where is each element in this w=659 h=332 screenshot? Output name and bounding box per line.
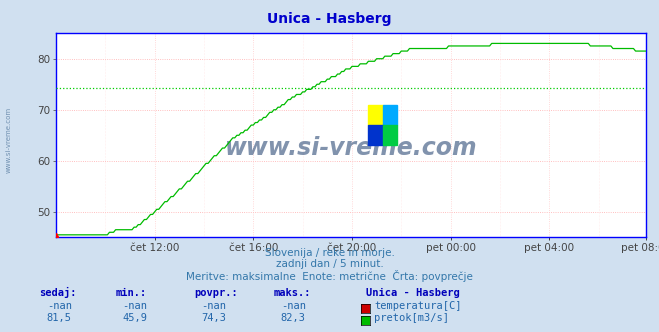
Text: 81,5: 81,5 — [47, 313, 72, 323]
Text: temperatura[C]: temperatura[C] — [374, 301, 462, 311]
Text: Unica - Hasberg: Unica - Hasberg — [268, 12, 391, 26]
Text: -nan: -nan — [123, 301, 148, 311]
Bar — [383, 105, 397, 125]
Text: -nan: -nan — [202, 301, 227, 311]
Text: zadnji dan / 5 minut.: zadnji dan / 5 minut. — [275, 259, 384, 269]
Text: www.si-vreme.com: www.si-vreme.com — [5, 106, 12, 173]
Text: 74,3: 74,3 — [202, 313, 227, 323]
Text: pretok[m3/s]: pretok[m3/s] — [374, 313, 449, 323]
Text: sedaj:: sedaj: — [40, 287, 77, 298]
Text: min.:: min.: — [115, 288, 146, 298]
Text: Meritve: maksimalne  Enote: metrične  Črta: povprečje: Meritve: maksimalne Enote: metrične Črta… — [186, 270, 473, 282]
Text: -nan: -nan — [281, 301, 306, 311]
Bar — [383, 125, 397, 145]
Text: Unica - Hasberg: Unica - Hasberg — [366, 288, 459, 298]
Text: -nan: -nan — [47, 301, 72, 311]
Text: Slovenija / reke in morje.: Slovenija / reke in morje. — [264, 248, 395, 258]
Text: www.si-vreme.com: www.si-vreme.com — [225, 135, 477, 160]
Bar — [368, 125, 383, 145]
Text: povpr.:: povpr.: — [194, 288, 238, 298]
Text: 45,9: 45,9 — [123, 313, 148, 323]
Text: maks.:: maks.: — [273, 288, 311, 298]
Text: 82,3: 82,3 — [281, 313, 306, 323]
Bar — [368, 105, 383, 125]
